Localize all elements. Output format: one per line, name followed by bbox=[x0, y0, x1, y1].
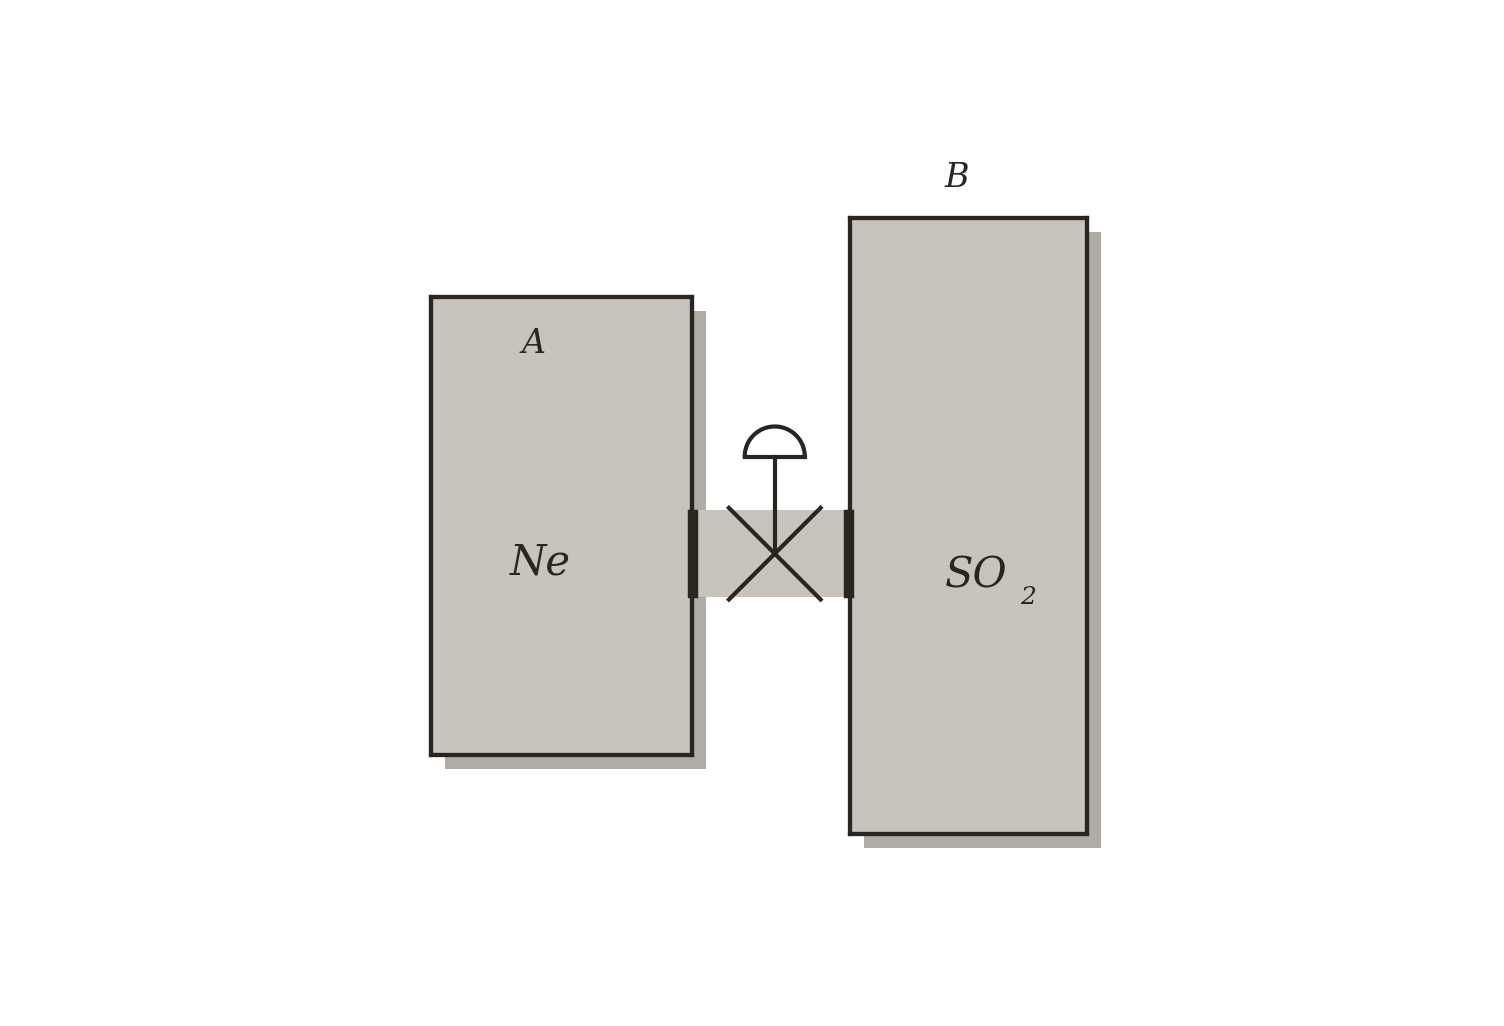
Bar bbox=[850, 218, 1087, 834]
Bar bbox=[445, 311, 705, 770]
Bar bbox=[692, 510, 850, 597]
Bar bbox=[863, 232, 1101, 849]
Text: A: A bbox=[522, 328, 546, 360]
Text: SO: SO bbox=[945, 554, 1008, 596]
Text: B: B bbox=[945, 162, 969, 194]
Bar bbox=[432, 297, 692, 755]
Text: 2: 2 bbox=[1020, 586, 1036, 609]
Text: Ne: Ne bbox=[510, 542, 572, 584]
